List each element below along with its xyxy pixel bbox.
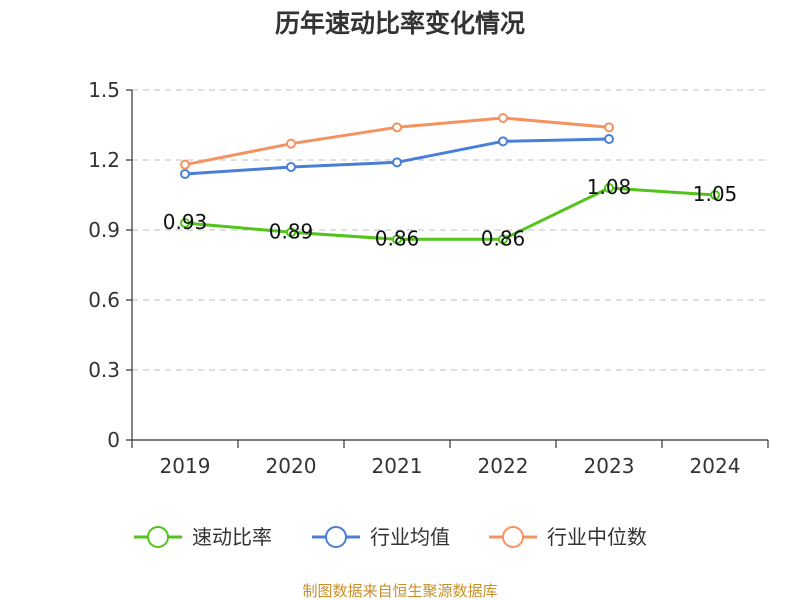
data-point [392,157,402,168]
data-point [604,122,614,133]
data-point [498,136,508,147]
data-point [180,218,190,228]
legend-label: 行业中位数 [547,525,647,549]
data-label: 0.89 [269,219,314,243]
x-tick-label: 2021 [372,454,423,478]
series-layer [180,113,720,245]
legend-marker [147,526,169,548]
data-labels: 0.93 0.89 0.86 0.86 1.08 1.05 [163,175,738,250]
data-label: 1.08 [587,175,632,199]
axes: 0 0.3 0.6 0.9 1.2 1.5 2019 2020 2021 2022 2023 2024 [88,78,769,478]
data-point [286,138,296,149]
data-point [604,134,614,144]
y-tick-label: 1.5 [88,78,120,102]
data-label: 0.86 [375,226,420,250]
data-point [286,227,296,238]
source-note: 制图数据来自恒生聚源数据库 [302,582,497,600]
legend: 速动比率 行业均值 行业中位数 [134,525,647,549]
data-point [604,183,614,193]
y-tick-label: 0.3 [88,358,120,382]
legend-marker [325,526,347,548]
data-point [498,234,508,245]
x-tick-label: 2023 [584,454,635,478]
x-tick-label: 2019 [160,454,211,478]
y-tick-label: 0 [107,428,120,452]
y-tick-label: 0.6 [88,288,120,312]
data-point [392,234,402,245]
y-tick-label: 1.2 [88,148,120,172]
data-point [180,169,190,179]
data-point [498,113,508,123]
legend-label: 行业均值 [370,525,450,549]
chart-title: 历年速动比率变化情况 [275,9,525,38]
data-label: 0.93 [163,210,208,234]
grid-lines [132,89,768,371]
data-point [710,190,720,200]
legend-label: 速动比率 [192,525,272,549]
data-point [180,159,190,170]
x-tick-label: 2022 [478,454,529,478]
legend-marker [502,526,524,548]
x-tick-label: 2024 [690,454,741,478]
data-label: 1.05 [693,182,738,206]
x-tick-label: 2020 [266,454,317,478]
data-point [286,162,296,172]
data-label: 0.86 [481,226,526,250]
series-line-1 [184,137,610,176]
y-tick-label: 0.9 [88,218,120,242]
series-line-0 [184,186,716,241]
data-point [392,122,402,133]
